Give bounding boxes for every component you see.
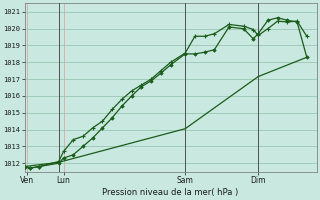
X-axis label: Pression niveau de la mer( hPa ): Pression niveau de la mer( hPa ) <box>102 188 239 197</box>
